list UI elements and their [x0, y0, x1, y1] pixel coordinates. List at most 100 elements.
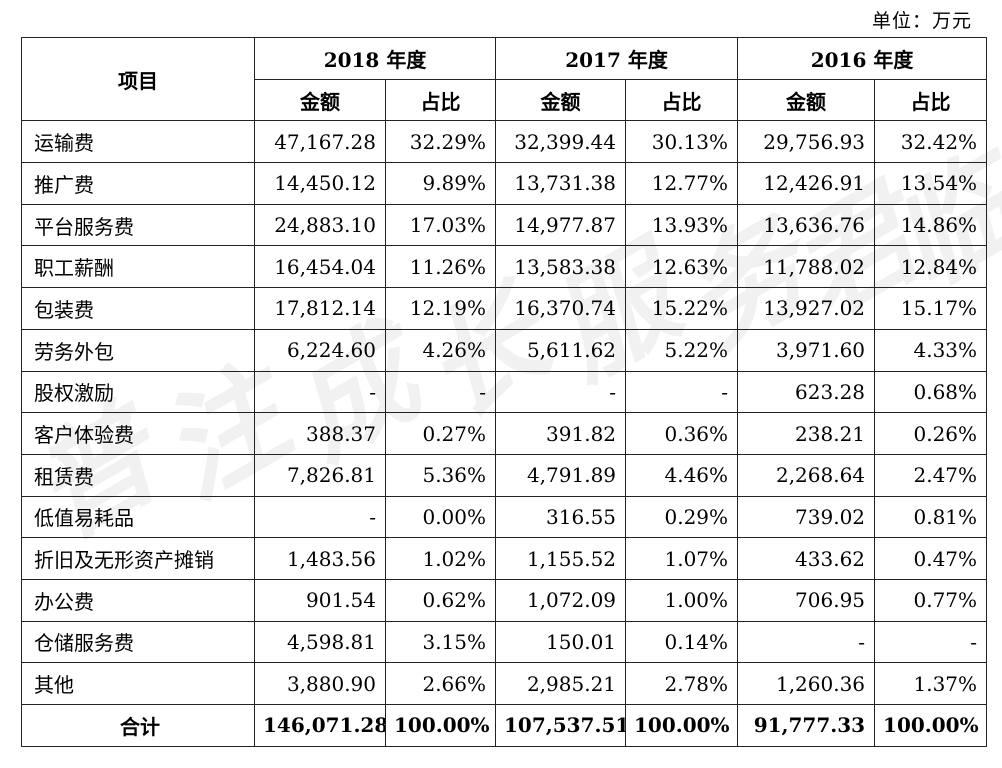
ratio-cell: 4.46%	[625, 453, 739, 497]
ratio-cell: 12.63%	[625, 245, 739, 289]
ratio-cell: 100.00%	[384, 704, 497, 747]
row-label: 客户体验费	[21, 412, 255, 455]
amount-cell: 5,611.62	[495, 328, 627, 372]
amount-cell: 901.54	[254, 578, 386, 622]
amount-cell: 107,537.51	[495, 704, 627, 747]
ratio-cell: 2.66%	[384, 662, 497, 705]
ratio-cell: 4.33%	[874, 328, 988, 372]
ratio-cell: 17.03%	[384, 203, 497, 247]
ratio-cell: 5.36%	[384, 453, 497, 497]
amount-cell: 238.21	[737, 412, 876, 455]
amount-cell: 433.62	[737, 537, 876, 580]
amount-cell: 4,791.89	[495, 453, 627, 497]
row-label: 运输费	[21, 120, 255, 164]
table-row: 租赁费 7,826.81 5.36% 4,791.89 4.46% 2,268.64 2.4…	[21, 453, 988, 497]
ratio-cell: 5.22%	[625, 328, 739, 372]
amount-cell: 13,583.38	[495, 245, 627, 289]
amount-cell: 12,426.91	[737, 162, 876, 205]
ratio-cell: 0.36%	[625, 412, 739, 455]
ratio-cell: 15.17%	[874, 287, 988, 330]
ratio-cell: 0.68%	[874, 370, 988, 414]
table-row: 折旧及无形资产摊销 1,483.56 1.02% 1,155.52 1.07% 433.6…	[21, 537, 988, 580]
ratio-cell: 13.93%	[625, 203, 739, 247]
ratio-cell: 11.26%	[384, 245, 497, 289]
ratio-cell: -	[625, 370, 739, 414]
amount-cell: -	[254, 495, 386, 539]
table-row: 平台服务费 24,883.10 17.03% 14,977.87 13.93% 13,63…	[21, 203, 988, 247]
ratio-cell: 0.62%	[384, 578, 497, 622]
table-row: 包装费 17,812.14 12.19% 16,370.74 15.22% 13,927.…	[21, 287, 988, 330]
total-row: 合计 146,071.28 100.00% 107,537.51 100.00% 91,7…	[21, 704, 988, 747]
row-label: 包装费	[21, 287, 255, 330]
ratio-cell: 14.86%	[874, 203, 988, 247]
table-row: 其他 3,880.90 2.66% 2,985.21 2.78% 1,260.36 1.37…	[21, 662, 988, 705]
row-label: 仓储服务费	[21, 620, 255, 664]
amount-cell: 3,971.60	[737, 328, 876, 372]
row-label: 其他	[21, 662, 255, 705]
header-ratio: 占比	[874, 78, 988, 122]
ratio-cell: 3.15%	[384, 620, 497, 664]
amount-cell: -	[737, 620, 876, 664]
amount-cell: 13,636.76	[737, 203, 876, 247]
amount-cell: 16,454.04	[254, 245, 386, 289]
table-row: 办公费 901.54 0.62% 1,072.09 1.00% 706.95 0.77%	[21, 578, 988, 622]
ratio-cell: 1.02%	[384, 537, 497, 580]
ratio-cell: 1.00%	[625, 578, 739, 622]
amount-cell: 24,883.10	[254, 203, 386, 247]
row-label: 租赁费	[21, 453, 255, 497]
ratio-cell: 0.00%	[384, 495, 497, 539]
amount-cell: 150.01	[495, 620, 627, 664]
ratio-cell: 4.26%	[384, 328, 497, 372]
header-ratio: 占比	[625, 78, 739, 122]
header-year-2016: 2016 年度	[737, 37, 988, 80]
amount-cell: 1,483.56	[254, 537, 386, 580]
amount-cell: 14,450.12	[254, 162, 386, 205]
amount-cell: 14,977.87	[495, 203, 627, 247]
amount-cell: 16,370.74	[495, 287, 627, 330]
row-label: 平台服务费	[21, 203, 255, 247]
amount-cell: 388.37	[254, 412, 386, 455]
amount-cell: 1,260.36	[737, 662, 876, 705]
ratio-cell: 0.26%	[874, 412, 988, 455]
amount-cell: 7,826.81	[254, 453, 386, 497]
amount-cell: 17,812.14	[254, 287, 386, 330]
amount-cell: 13,927.02	[737, 287, 876, 330]
amount-cell: 623.28	[737, 370, 876, 414]
amount-cell: 739.02	[737, 495, 876, 539]
table-row: 客户体验费 388.37 0.27% 391.82 0.36% 238.21 0.26%	[21, 412, 988, 455]
table-row: 推广费 14,450.12 9.89% 13,731.38 12.77% 12,426.9…	[21, 162, 988, 205]
ratio-cell: 100.00%	[874, 704, 988, 747]
row-label: 劳务外包	[21, 328, 255, 372]
amount-cell: -	[495, 370, 627, 414]
ratio-cell: 2.47%	[874, 453, 988, 497]
header-amount: 金额	[495, 78, 627, 122]
amount-cell: 13,731.38	[495, 162, 627, 205]
ratio-cell: 0.27%	[384, 412, 497, 455]
row-label: 低值易耗品	[21, 495, 255, 539]
amount-cell: 47,167.28	[254, 120, 386, 164]
ratio-cell: 12.84%	[874, 245, 988, 289]
ratio-cell: 100.00%	[625, 704, 739, 747]
ratio-cell: 30.13%	[625, 120, 739, 164]
header-amount: 金额	[254, 78, 386, 122]
ratio-cell: 0.81%	[874, 495, 988, 539]
table-row: 低值易耗品 -0.00% 316.55 0.29% 739.02 0.81%	[21, 495, 988, 539]
amount-cell: 2,985.21	[495, 662, 627, 705]
amount-cell: 2,268.64	[737, 453, 876, 497]
header-ratio: 占比	[384, 78, 497, 122]
header-year-2018: 2018 年度	[253, 37, 497, 80]
header-year-2017: 2017 年度	[495, 37, 739, 80]
ratio-cell: 15.22%	[625, 287, 739, 330]
expense-table: 项目 2018 年度 2017 年度 2016 年度 金额 占比 金额 占比 金…	[21, 36, 988, 747]
ratio-cell: 12.19%	[384, 287, 497, 330]
amount-cell: 146,071.28	[254, 704, 386, 747]
total-label: 合计	[21, 704, 255, 747]
row-label: 股权激励	[21, 370, 255, 414]
table-row: 运输费 47,167.28 32.29% 32,399.44 30.13% 29,756.…	[21, 120, 988, 164]
ratio-cell: 0.14%	[625, 620, 739, 664]
table-row: 劳务外包 6,224.60 4.26% 5,611.62 5.22% 3,971.60 4.…	[21, 328, 988, 372]
table-body: 运输费 47,167.28 32.29% 32,399.44 30.13% 29,756.…	[21, 120, 988, 747]
header-row-years: 项目 2018 年度 2017 年度 2016 年度	[21, 36, 988, 122]
amount-cell: 6,224.60	[254, 328, 386, 372]
amount-cell: 91,777.33	[737, 704, 876, 747]
